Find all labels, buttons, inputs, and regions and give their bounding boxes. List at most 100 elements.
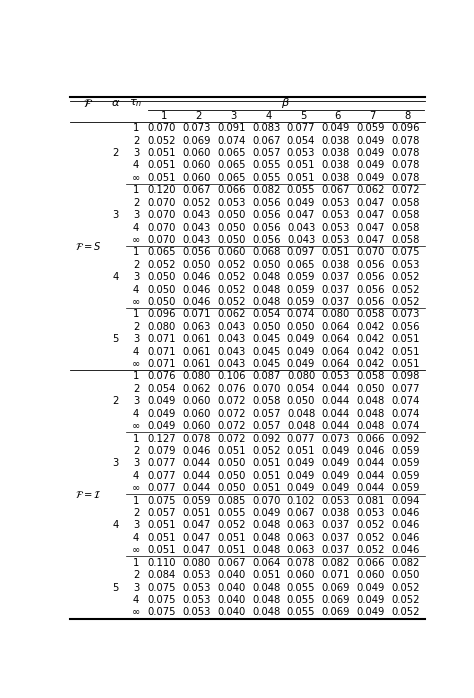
Text: 0.053: 0.053 xyxy=(321,371,350,382)
Text: 0.070: 0.070 xyxy=(252,496,281,505)
Text: 0.078: 0.078 xyxy=(391,173,419,183)
Text: 0.045: 0.045 xyxy=(252,334,281,344)
Text: ∞: ∞ xyxy=(132,607,140,617)
Text: 0.058: 0.058 xyxy=(356,371,385,382)
Text: 0.072: 0.072 xyxy=(217,396,246,406)
Text: 0.076: 0.076 xyxy=(217,384,246,394)
Text: 0.050: 0.050 xyxy=(217,210,246,220)
Text: 0.065: 0.065 xyxy=(147,247,176,258)
Text: 0.049: 0.049 xyxy=(356,583,385,593)
Text: 0.048: 0.048 xyxy=(287,409,315,419)
Text: 0.051: 0.051 xyxy=(147,521,176,530)
Text: 0.072: 0.072 xyxy=(391,185,419,195)
Text: 0.045: 0.045 xyxy=(252,347,281,357)
Text: 4: 4 xyxy=(133,223,139,232)
Text: 0.059: 0.059 xyxy=(391,446,419,456)
Text: 0.037: 0.037 xyxy=(321,297,350,307)
Text: 1: 1 xyxy=(161,111,167,121)
Text: 0.040: 0.040 xyxy=(218,607,246,617)
Text: 0.054: 0.054 xyxy=(252,309,281,320)
Text: 0.066: 0.066 xyxy=(217,185,246,195)
Text: 0.061: 0.061 xyxy=(182,347,211,357)
Text: 0.050: 0.050 xyxy=(287,322,315,332)
Text: 0.087: 0.087 xyxy=(252,371,281,382)
Text: 0.050: 0.050 xyxy=(217,483,246,493)
Text: 0.044: 0.044 xyxy=(322,384,350,394)
Text: 2: 2 xyxy=(133,446,139,456)
Text: 0.071: 0.071 xyxy=(147,347,176,357)
Text: 0.052: 0.052 xyxy=(217,521,246,530)
Text: 0.048: 0.048 xyxy=(252,545,281,556)
Text: 0.046: 0.046 xyxy=(391,545,419,556)
Text: 3: 3 xyxy=(133,459,139,468)
Text: 4: 4 xyxy=(113,272,119,282)
Text: 0.092: 0.092 xyxy=(252,433,281,443)
Text: 0.062: 0.062 xyxy=(182,384,211,394)
Text: 0.049: 0.049 xyxy=(321,124,350,133)
Text: 0.065: 0.065 xyxy=(217,173,246,183)
Text: 0.049: 0.049 xyxy=(321,459,350,468)
Text: 0.044: 0.044 xyxy=(322,409,350,419)
Text: 0.051: 0.051 xyxy=(147,161,176,170)
Text: 0.047: 0.047 xyxy=(356,223,385,232)
Text: 0.077: 0.077 xyxy=(391,384,419,394)
Text: 0.120: 0.120 xyxy=(147,185,176,195)
Text: 0.050: 0.050 xyxy=(391,570,419,580)
Text: 0.050: 0.050 xyxy=(356,384,385,394)
Text: 0.052: 0.052 xyxy=(182,198,211,208)
Text: 0.092: 0.092 xyxy=(391,433,419,443)
Text: 0.053: 0.053 xyxy=(182,570,211,580)
Text: 0.050: 0.050 xyxy=(147,272,176,282)
Text: 0.059: 0.059 xyxy=(391,459,419,468)
Text: 0.044: 0.044 xyxy=(322,396,350,406)
Text: 0.077: 0.077 xyxy=(147,483,176,493)
Text: 0.069: 0.069 xyxy=(321,595,350,605)
Text: 3: 3 xyxy=(133,583,139,593)
Text: 0.067: 0.067 xyxy=(287,508,315,518)
Text: 0.055: 0.055 xyxy=(287,583,315,593)
Text: 3: 3 xyxy=(113,210,119,220)
Text: 0.051: 0.051 xyxy=(391,347,419,357)
Text: 0.052: 0.052 xyxy=(217,272,246,282)
Text: 0.055: 0.055 xyxy=(287,595,315,605)
Text: 3: 3 xyxy=(133,396,139,406)
Text: 0.050: 0.050 xyxy=(217,235,246,245)
Text: 0.077: 0.077 xyxy=(287,124,315,133)
Text: 0.056: 0.056 xyxy=(356,285,385,295)
Text: 0.050: 0.050 xyxy=(217,223,246,232)
Text: $\mathcal{F} = \mathcal{I}$: $\mathcal{F} = \mathcal{I}$ xyxy=(75,489,101,500)
Text: 0.048: 0.048 xyxy=(356,409,385,419)
Text: 0.074: 0.074 xyxy=(287,309,315,320)
Text: 0.070: 0.070 xyxy=(147,198,176,208)
Text: 2: 2 xyxy=(113,148,119,158)
Text: 8: 8 xyxy=(404,111,410,121)
Text: 0.049: 0.049 xyxy=(287,470,315,481)
Text: 0.102: 0.102 xyxy=(287,496,315,505)
Text: 0.044: 0.044 xyxy=(182,459,211,468)
Text: 0.078: 0.078 xyxy=(391,135,419,146)
Text: 0.049: 0.049 xyxy=(356,135,385,146)
Text: 0.127: 0.127 xyxy=(147,433,176,443)
Text: 4: 4 xyxy=(133,595,139,605)
Text: 0.082: 0.082 xyxy=(321,558,350,567)
Text: 4: 4 xyxy=(265,111,271,121)
Text: 0.043: 0.043 xyxy=(218,322,246,332)
Text: 0.055: 0.055 xyxy=(217,508,246,518)
Text: 0.077: 0.077 xyxy=(287,433,315,443)
Text: 0.078: 0.078 xyxy=(391,148,419,158)
Text: 0.038: 0.038 xyxy=(322,260,350,269)
Text: 0.052: 0.052 xyxy=(252,446,281,456)
Text: 0.043: 0.043 xyxy=(218,347,246,357)
Text: 0.071: 0.071 xyxy=(321,570,350,580)
Text: 5: 5 xyxy=(113,334,119,344)
Text: 0.060: 0.060 xyxy=(182,161,211,170)
Text: 0.060: 0.060 xyxy=(182,173,211,183)
Text: 0.073: 0.073 xyxy=(321,433,350,443)
Text: $\beta$: $\beta$ xyxy=(281,96,290,110)
Text: 0.048: 0.048 xyxy=(252,272,281,282)
Text: 7: 7 xyxy=(369,111,376,121)
Text: 0.067: 0.067 xyxy=(182,185,211,195)
Text: 1: 1 xyxy=(133,124,139,133)
Text: 0.050: 0.050 xyxy=(147,285,176,295)
Text: 0.048: 0.048 xyxy=(252,533,281,543)
